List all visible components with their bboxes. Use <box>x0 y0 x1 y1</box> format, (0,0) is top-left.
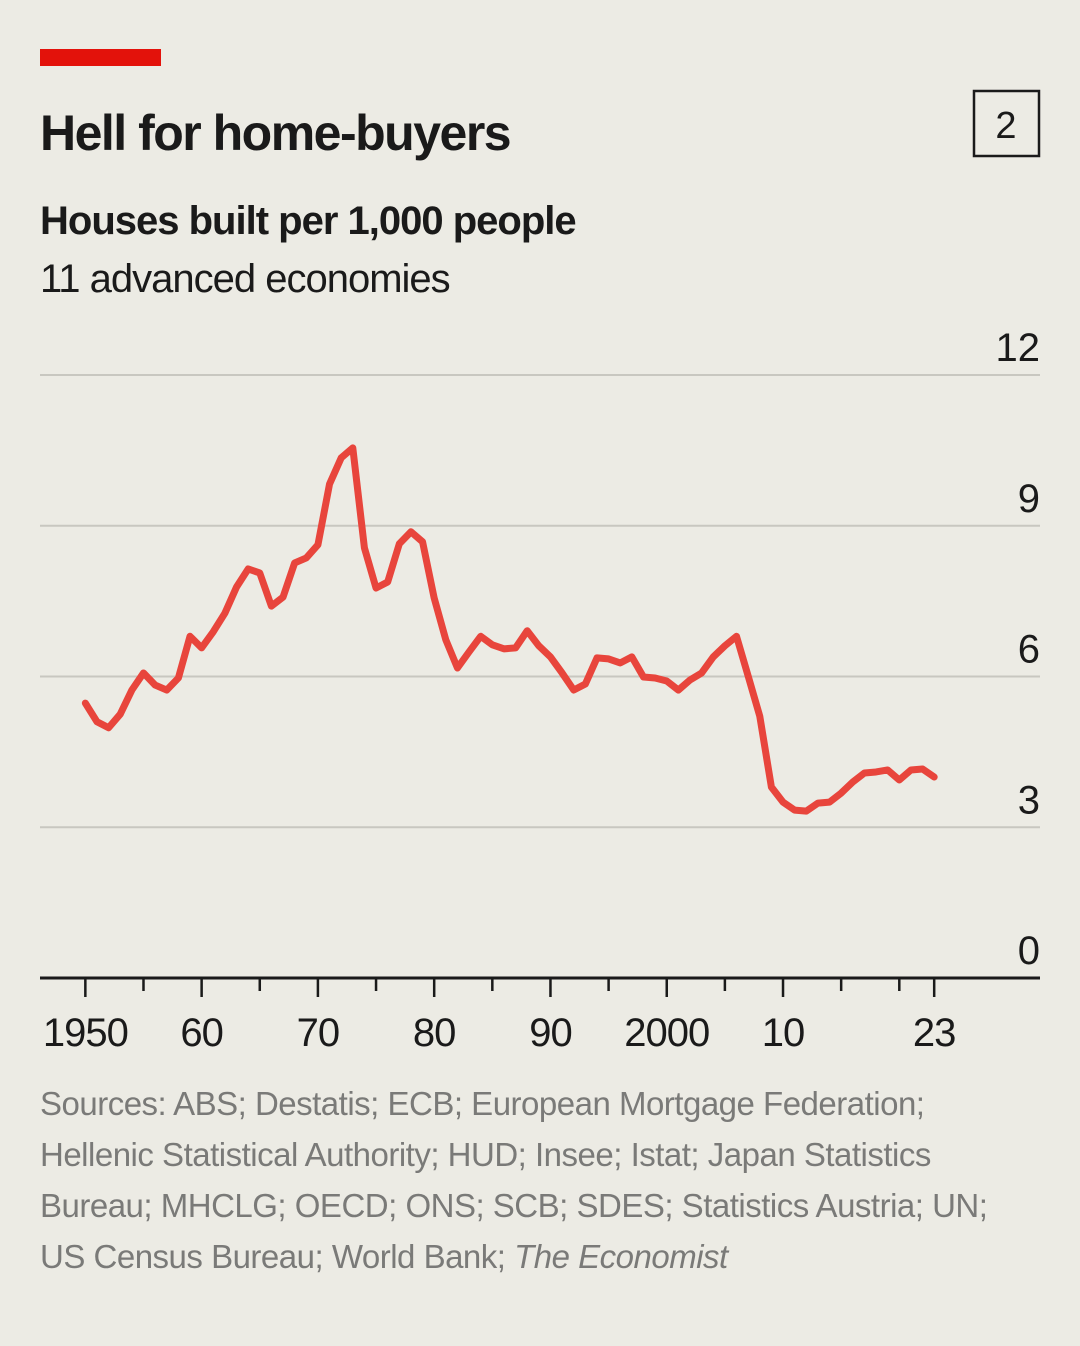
x-tick-label: 10 <box>762 1011 805 1055</box>
brand-bar <box>40 49 161 66</box>
source-text: Sources: ABS; Destatis; ECB; European Mo… <box>40 1085 988 1275</box>
data-line <box>81 444 938 815</box>
chart-title: Hell for home-buyers <box>40 105 510 161</box>
x-tick-label: 23 <box>913 1011 956 1055</box>
source-credit: The Economist <box>514 1238 728 1275</box>
y-tick-label: 6 <box>1018 628 1040 672</box>
y-tick-label: 0 <box>1018 929 1040 973</box>
x-tick-label: 80 <box>413 1011 456 1055</box>
x-tick-label: 1950 <box>43 1011 128 1055</box>
badge: 2 <box>995 105 1016 147</box>
x-tick-label: 2000 <box>624 1011 709 1055</box>
description: 11 advanced economies <box>40 257 450 301</box>
x-tick-label: 70 <box>297 1011 340 1055</box>
x-tick-label: 60 <box>180 1011 223 1055</box>
subtitle: Houses built per 1,000 people <box>40 199 576 243</box>
y-tick-label: 9 <box>1018 477 1040 521</box>
x-tick-label: 90 <box>529 1011 572 1055</box>
source: Sources: ABS; Destatis; ECB; European Mo… <box>40 1078 1040 1282</box>
y-tick-label: 3 <box>1018 778 1040 822</box>
y-tick-label: 12 <box>996 326 1041 370</box>
badge-box <box>972 89 1041 158</box>
